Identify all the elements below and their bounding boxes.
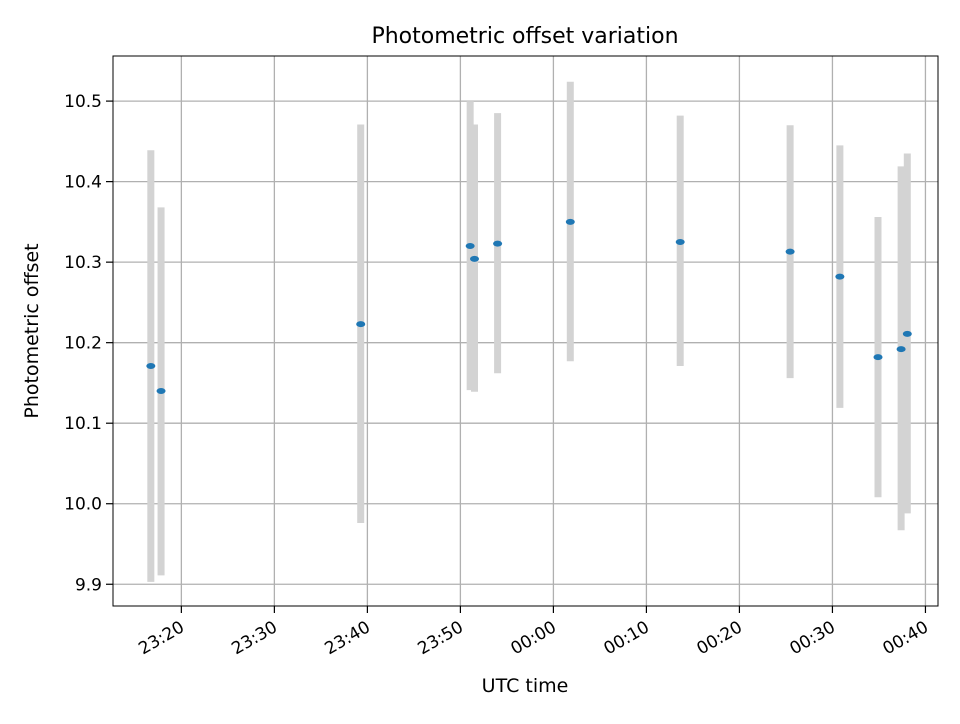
y-tick-label: 10.1 — [64, 414, 102, 434]
data-point — [873, 354, 883, 361]
data-point — [675, 239, 685, 246]
data-points — [146, 218, 912, 394]
y-tick-label: 10.0 — [64, 495, 102, 515]
data-point — [465, 243, 475, 250]
data-point — [469, 255, 479, 262]
data-point — [356, 321, 366, 328]
y-tick-label: 10.3 — [64, 253, 102, 273]
data-point — [785, 248, 795, 255]
data-point — [493, 240, 503, 247]
data-point — [896, 346, 906, 353]
y-axis-label: Photometric offset — [21, 243, 43, 418]
data-point — [146, 363, 156, 370]
plot-frame — [112, 55, 939, 607]
y-axis-ticks: 9.9 10.0 10.1 10.2 10.3 10.4 10.5 — [64, 92, 113, 595]
grid-lines — [113, 56, 938, 606]
y-tick-label: 10.4 — [64, 173, 102, 193]
y-tick-label: 10.2 — [64, 334, 102, 354]
data-point — [565, 218, 575, 225]
data-point — [835, 273, 845, 280]
x-axis-label: UTC time — [482, 675, 569, 697]
y-tick-label: 10.5 — [64, 92, 102, 112]
y-tick-label: 9.9 — [75, 575, 102, 595]
plot-area — [113, 56, 938, 606]
data-point — [902, 330, 912, 337]
data-point — [156, 387, 166, 394]
chart-title: Photometric offset variation — [371, 24, 678, 49]
